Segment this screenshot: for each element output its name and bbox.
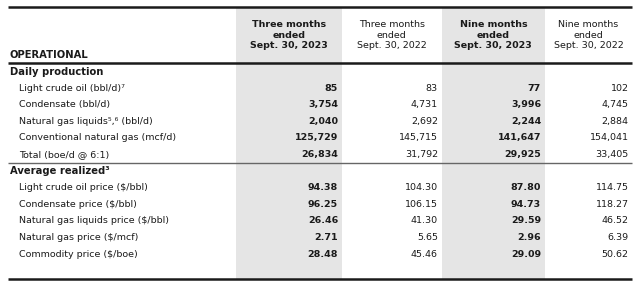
Text: 2,244: 2,244 — [511, 117, 541, 126]
Bar — [442, 7, 545, 279]
Text: 26,834: 26,834 — [301, 150, 338, 159]
Text: 5.65: 5.65 — [417, 233, 438, 242]
Text: Total (boe/d @ 6:1): Total (boe/d @ 6:1) — [19, 150, 109, 159]
Text: 6.39: 6.39 — [607, 233, 628, 242]
Text: 77: 77 — [528, 84, 541, 93]
Text: 4,745: 4,745 — [602, 100, 628, 109]
Text: Daily production: Daily production — [10, 67, 103, 77]
Text: 2.96: 2.96 — [517, 233, 541, 242]
Text: 87.80: 87.80 — [511, 183, 541, 192]
Text: Light crude oil (bbl/d)⁷: Light crude oil (bbl/d)⁷ — [19, 84, 125, 93]
Text: 94.38: 94.38 — [308, 183, 338, 192]
Text: 141,647: 141,647 — [497, 133, 541, 143]
Text: 125,729: 125,729 — [294, 133, 338, 143]
Text: 145,715: 145,715 — [399, 133, 438, 143]
Text: 45.46: 45.46 — [411, 250, 438, 258]
Text: 29,925: 29,925 — [504, 150, 541, 159]
Text: 46.52: 46.52 — [602, 216, 628, 225]
Text: Conventional natural gas (mcf/d): Conventional natural gas (mcf/d) — [19, 133, 177, 143]
Bar — [236, 7, 342, 279]
Text: 29.09: 29.09 — [511, 250, 541, 258]
Text: 85: 85 — [324, 84, 338, 93]
Text: Three months
ended
Sept. 30, 2023: Three months ended Sept. 30, 2023 — [250, 20, 328, 50]
Text: Three months
ended
Sept. 30, 2022: Three months ended Sept. 30, 2022 — [357, 20, 427, 50]
Text: 29.59: 29.59 — [511, 216, 541, 225]
Text: Nine months
ended
Sept. 30, 2023: Nine months ended Sept. 30, 2023 — [454, 20, 532, 50]
Text: 106.15: 106.15 — [405, 200, 438, 209]
Text: 2,884: 2,884 — [602, 117, 628, 126]
Text: Average realized³: Average realized³ — [10, 166, 109, 176]
Text: Natural gas liquids price ($/bbl): Natural gas liquids price ($/bbl) — [19, 216, 169, 225]
Text: Natural gas liquids⁵,⁶ (bbl/d): Natural gas liquids⁵,⁶ (bbl/d) — [19, 117, 153, 126]
Text: 114.75: 114.75 — [595, 183, 628, 192]
Text: OPERATIONAL: OPERATIONAL — [10, 50, 88, 60]
Text: 104.30: 104.30 — [405, 183, 438, 192]
Text: Condensate (bbl/d): Condensate (bbl/d) — [19, 100, 110, 109]
Text: Commodity price ($/boe): Commodity price ($/boe) — [19, 250, 138, 258]
Text: Condensate price ($/bbl): Condensate price ($/bbl) — [19, 200, 137, 209]
Text: 94.73: 94.73 — [511, 200, 541, 209]
Text: 83: 83 — [426, 84, 438, 93]
Text: 26.46: 26.46 — [308, 216, 338, 225]
Text: 102: 102 — [611, 84, 628, 93]
Text: Light crude oil price ($/bbl): Light crude oil price ($/bbl) — [19, 183, 148, 192]
Text: 118.27: 118.27 — [595, 200, 628, 209]
Text: Natural gas price ($/mcf): Natural gas price ($/mcf) — [19, 233, 139, 242]
Text: 33,405: 33,405 — [595, 150, 628, 159]
Text: 154,041: 154,041 — [589, 133, 628, 143]
Text: 2.71: 2.71 — [314, 233, 338, 242]
Text: 3,754: 3,754 — [308, 100, 338, 109]
Text: 2,692: 2,692 — [411, 117, 438, 126]
Text: 41.30: 41.30 — [411, 216, 438, 225]
Text: Nine months
ended
Sept. 30, 2022: Nine months ended Sept. 30, 2022 — [554, 20, 623, 50]
Text: 3,996: 3,996 — [511, 100, 541, 109]
Text: 96.25: 96.25 — [308, 200, 338, 209]
Text: 31,792: 31,792 — [405, 150, 438, 159]
Text: 2,040: 2,040 — [308, 117, 338, 126]
Text: 4,731: 4,731 — [411, 100, 438, 109]
Text: 50.62: 50.62 — [602, 250, 628, 258]
Text: 28.48: 28.48 — [308, 250, 338, 258]
